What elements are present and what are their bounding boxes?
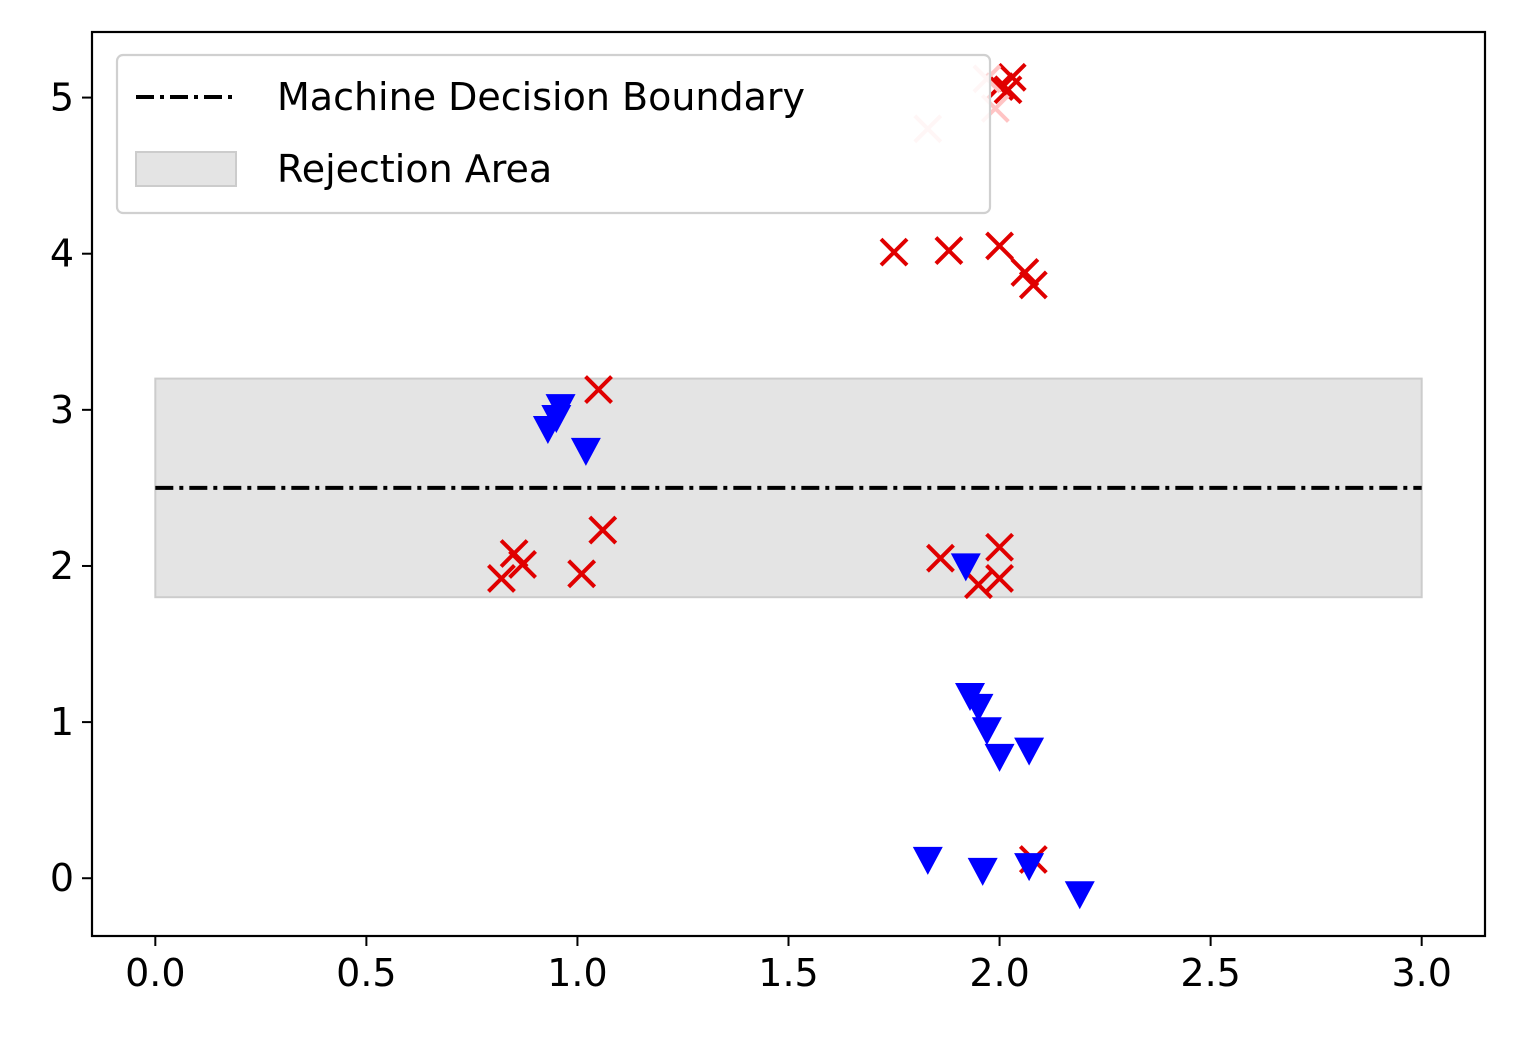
x-marker-point xyxy=(1010,258,1040,287)
legend-box xyxy=(115,53,992,215)
triangle-marker-point xyxy=(984,743,1015,772)
x-marker-point xyxy=(584,375,613,404)
y-tick-label: 0 xyxy=(50,856,74,900)
rejection-area-layer xyxy=(154,377,1423,599)
legend-label-decision-boundary: Machine Decision Boundary xyxy=(277,75,805,119)
triangle-marker-point xyxy=(971,717,1002,746)
triangle-marker-point xyxy=(1014,853,1045,882)
triangle-marker-point xyxy=(532,415,563,444)
x-marker-point xyxy=(567,559,597,589)
x-marker-point xyxy=(985,231,1014,261)
x-tick-label: 0.0 xyxy=(125,951,185,995)
x-marker-point xyxy=(926,543,955,573)
data-points-layer xyxy=(487,62,1095,910)
x-tick-label: 2.5 xyxy=(1180,951,1240,995)
y-tick-label: 5 xyxy=(50,76,74,120)
x-marker-point xyxy=(508,549,537,579)
y-tick-label: 3 xyxy=(50,388,74,432)
triangle-marker-point xyxy=(570,437,601,466)
y-tick-label: 1 xyxy=(50,700,74,744)
x-marker-point xyxy=(879,237,909,267)
x-marker-point xyxy=(985,532,1014,562)
y-tick-label: 2 xyxy=(50,544,74,588)
legend-swatch-rejection-area xyxy=(135,151,237,187)
triangle-marker-point xyxy=(1014,737,1045,766)
triangle-marker-point xyxy=(1064,881,1095,910)
x-marker-point xyxy=(985,564,1014,593)
triangle-marker-point xyxy=(967,857,998,886)
rejection-area xyxy=(154,377,1423,599)
x-tick-label: 3.0 xyxy=(1391,951,1451,995)
triangle-marker-point xyxy=(912,846,943,875)
axis-ticks-layer: 0.0 0.5 1.0 1.5 2.0 2.5 3.0 0 1 2 3 4 5 xyxy=(50,76,1452,995)
x-marker-point xyxy=(964,570,993,600)
x-marker-point xyxy=(588,515,618,545)
x-tick-label: 2.0 xyxy=(969,951,1029,995)
x-tick-label: 1.0 xyxy=(547,951,607,995)
x-marker-point xyxy=(487,564,516,593)
y-tick-label: 4 xyxy=(50,232,74,276)
x-marker-point xyxy=(1018,270,1048,300)
x-tick-label: 1.5 xyxy=(758,951,818,995)
triangle-marker-point xyxy=(963,693,994,722)
legend: Machine Decision Boundary Rejection Area xyxy=(115,53,992,215)
legend-label-rejection-area: Rejection Area xyxy=(277,147,552,191)
x-tick-label: 0.5 xyxy=(336,951,396,995)
x-marker-point xyxy=(934,236,964,265)
x-marker-point xyxy=(993,75,1023,105)
triangle-marker-point xyxy=(950,553,981,582)
